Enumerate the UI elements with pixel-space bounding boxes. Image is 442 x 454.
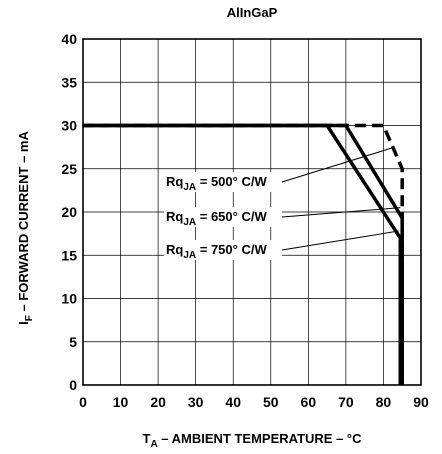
y-tick-label: 0 [69, 377, 77, 393]
x-tick-label: 40 [225, 394, 241, 410]
annotation-background [164, 172, 282, 192]
y-tick-label: 40 [61, 31, 77, 47]
series-lines [83, 123, 404, 385]
x-axis-label: TA – AMBIENT TEMPERATURE – °C [142, 431, 362, 450]
annotation-leader [281, 207, 401, 218]
y-tick-label: 35 [61, 74, 77, 90]
series-line [83, 123, 404, 385]
annotation-leader [281, 230, 399, 251]
y-tick-label: 20 [61, 204, 77, 220]
x-tick-label: 90 [413, 394, 429, 410]
x-tick-label: 20 [150, 394, 166, 410]
y-tick-labels: 0 5 10 15 20 25 30 35 40 [61, 31, 77, 393]
annotations: RqJA = 500° C/W RqJA = 650° C/W RqJA = 750… [164, 146, 401, 261]
x-tick-label: 70 [338, 394, 354, 410]
x-tick-label: 80 [376, 394, 392, 410]
plot-frame [82, 38, 422, 386]
annotation-label: RqJA = 500° C/W [166, 174, 267, 193]
series-line [83, 123, 403, 385]
x-tick-label: 30 [188, 394, 204, 410]
x-tick-label: 50 [263, 394, 279, 410]
y-tick-label: 25 [61, 161, 77, 177]
y-tick-label: 5 [69, 334, 77, 350]
annotation-leader [281, 146, 395, 183]
annotation-background [164, 240, 282, 260]
y-tick-label: 15 [61, 247, 77, 263]
chart-title: AlInGaP [227, 5, 278, 20]
x-tick-label: 10 [113, 394, 129, 410]
annotation-label: RqJA = 650° C/W [166, 209, 267, 228]
annotation-background [164, 207, 282, 227]
y-tick-label: 10 [61, 291, 77, 307]
y-tick-label: 30 [61, 118, 77, 134]
x-tick-labels: 0 10 20 30 40 50 60 70 80 90 [79, 394, 429, 410]
x-tick-label: 60 [301, 394, 317, 410]
y-axis-label: IF – FORWARD CURRENT – mA [16, 131, 35, 325]
annotation-label: RqJA = 750° C/W [166, 242, 267, 261]
x-tick-label: 0 [79, 394, 87, 410]
